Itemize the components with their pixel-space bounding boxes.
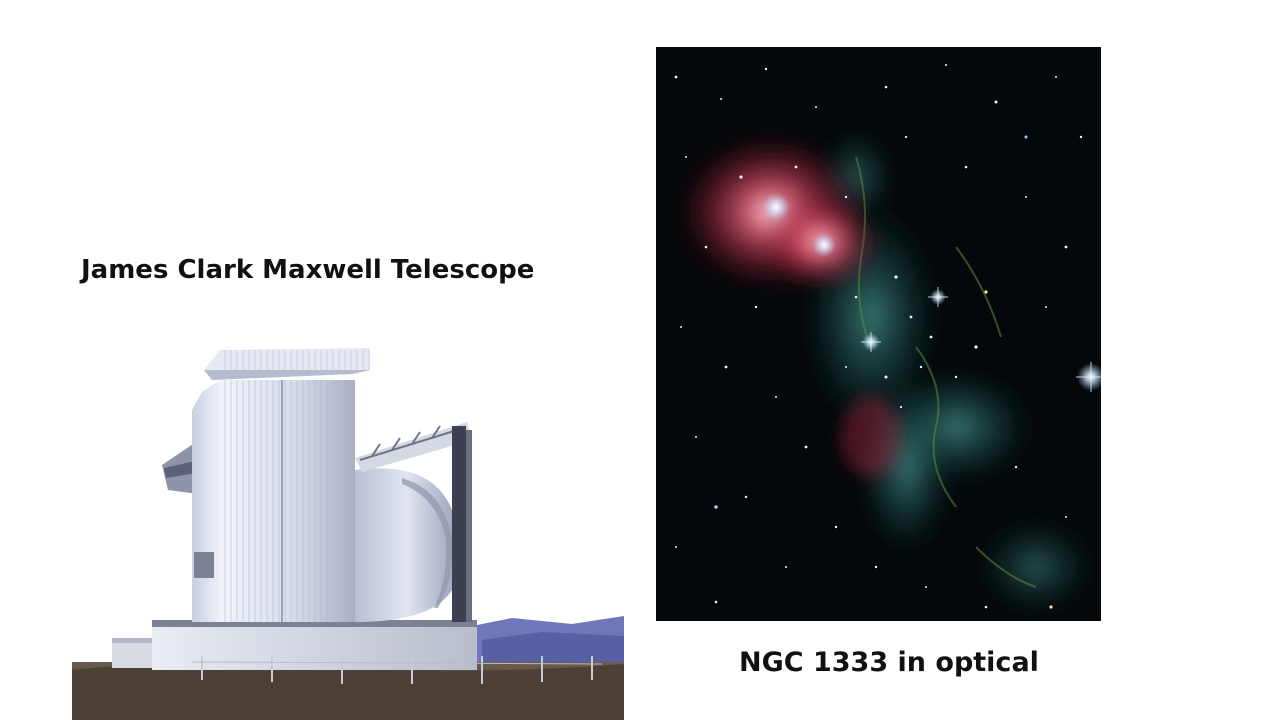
nebula-caption: NGC 1333 in optical (739, 647, 1039, 678)
telescope-caption: James Clark Maxwell Telescope (81, 255, 535, 285)
nebula-photo (656, 47, 1101, 621)
telescope-photo (72, 348, 624, 720)
